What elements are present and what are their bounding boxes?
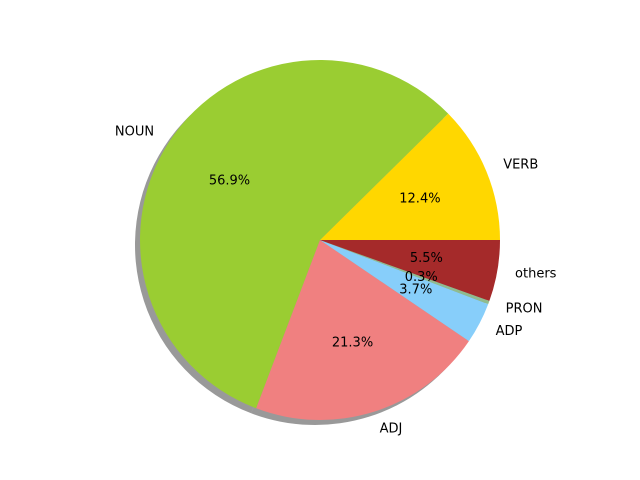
slice-pron (320, 240, 490, 305)
slice-noun (140, 60, 449, 409)
pie-labels: VERB 12.4% NOUN 56.9% ADJ 21.3% ADP 3.7% PRON 0.3… (115, 124, 557, 436)
slice-percent-verb: 12.4% (399, 192, 440, 207)
slice-percent-adj: 21.3% (332, 335, 373, 350)
slice-percent-others: 5.5% (410, 251, 443, 266)
slice-label-adp: ADP (496, 324, 523, 339)
slice-adj (256, 240, 469, 420)
slice-percent-pron: 0.3% (405, 270, 438, 285)
slice-label-others: others (515, 267, 557, 282)
slice-adp (320, 240, 489, 342)
pie-slices (140, 60, 500, 420)
slice-others (320, 240, 500, 301)
slice-label-verb: VERB (503, 157, 538, 172)
slice-percent-noun: 56.9% (209, 174, 250, 189)
slice-label-adj: ADJ (380, 421, 403, 436)
slice-label-pron: PRON (506, 301, 543, 316)
slice-label-noun: NOUN (115, 124, 154, 139)
slice-verb (320, 113, 500, 240)
slice-percent-adp: 3.7% (399, 282, 432, 297)
